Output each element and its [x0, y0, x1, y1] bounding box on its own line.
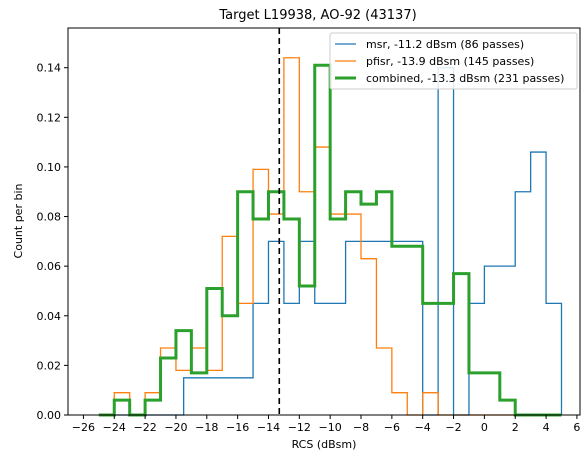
y-axis-label: Count per bin: [12, 184, 25, 259]
legend-entry-msr: msr, -11.2 dBsm (86 passes): [366, 38, 524, 51]
y-tick-label: 0.12: [37, 111, 62, 124]
x-tick-label: −26: [72, 421, 95, 434]
x-tick-label: −22: [133, 421, 156, 434]
x-tick-label: −20: [164, 421, 187, 434]
x-tick-label: −10: [319, 421, 342, 434]
x-axis-label: RCS (dBsm): [292, 438, 357, 451]
x-tick-label: −14: [257, 421, 280, 434]
x-tick-label: −8: [353, 421, 369, 434]
y-tick-label: 0.14: [37, 62, 62, 75]
x-tick-label: −4: [415, 421, 431, 434]
x-tick-label: −24: [103, 421, 126, 434]
legend-box: [329, 32, 578, 90]
x-tick-label: −2: [445, 421, 461, 434]
x-tick-label: −12: [288, 421, 311, 434]
y-tick-label: 0.04: [37, 310, 62, 323]
x-tick-label: 4: [543, 421, 550, 434]
legend-entry-pfisr: pfisr, -13.9 dBsm (145 passes): [366, 55, 534, 68]
x-tick-label: −18: [195, 421, 218, 434]
y-tick-label: 0.08: [37, 211, 62, 224]
x-tick-label: 2: [512, 421, 519, 434]
chart-title: Target L19938, AO-92 (43137): [218, 8, 416, 23]
legend: msr, -11.2 dBsm (86 passes) pfisr, -13.9…: [329, 32, 578, 90]
y-tick-label: 0.02: [37, 359, 62, 372]
plot-frame: [67, 27, 581, 416]
x-tick-label: 0: [481, 421, 488, 434]
y-tick-label: 0.06: [37, 260, 62, 273]
histogram-series-2: [98, 63, 562, 417]
axis-ticks: −26 −24 −22 −20 −18 −16 −14 −12 −10 −8 −6 −4 −2 0 2 4 60…: [37, 62, 581, 434]
x-tick-label: −16: [226, 421, 249, 434]
x-tick-label: −6: [384, 421, 400, 434]
y-tick-label: 0.00: [37, 409, 62, 422]
legend-entry-combined: combined, -13.3 dBsm (231 passes): [366, 72, 564, 85]
histogram-series-0: [98, 67, 563, 416]
y-tick-label: 0.10: [37, 161, 62, 174]
x-tick-label: 6: [573, 421, 580, 434]
